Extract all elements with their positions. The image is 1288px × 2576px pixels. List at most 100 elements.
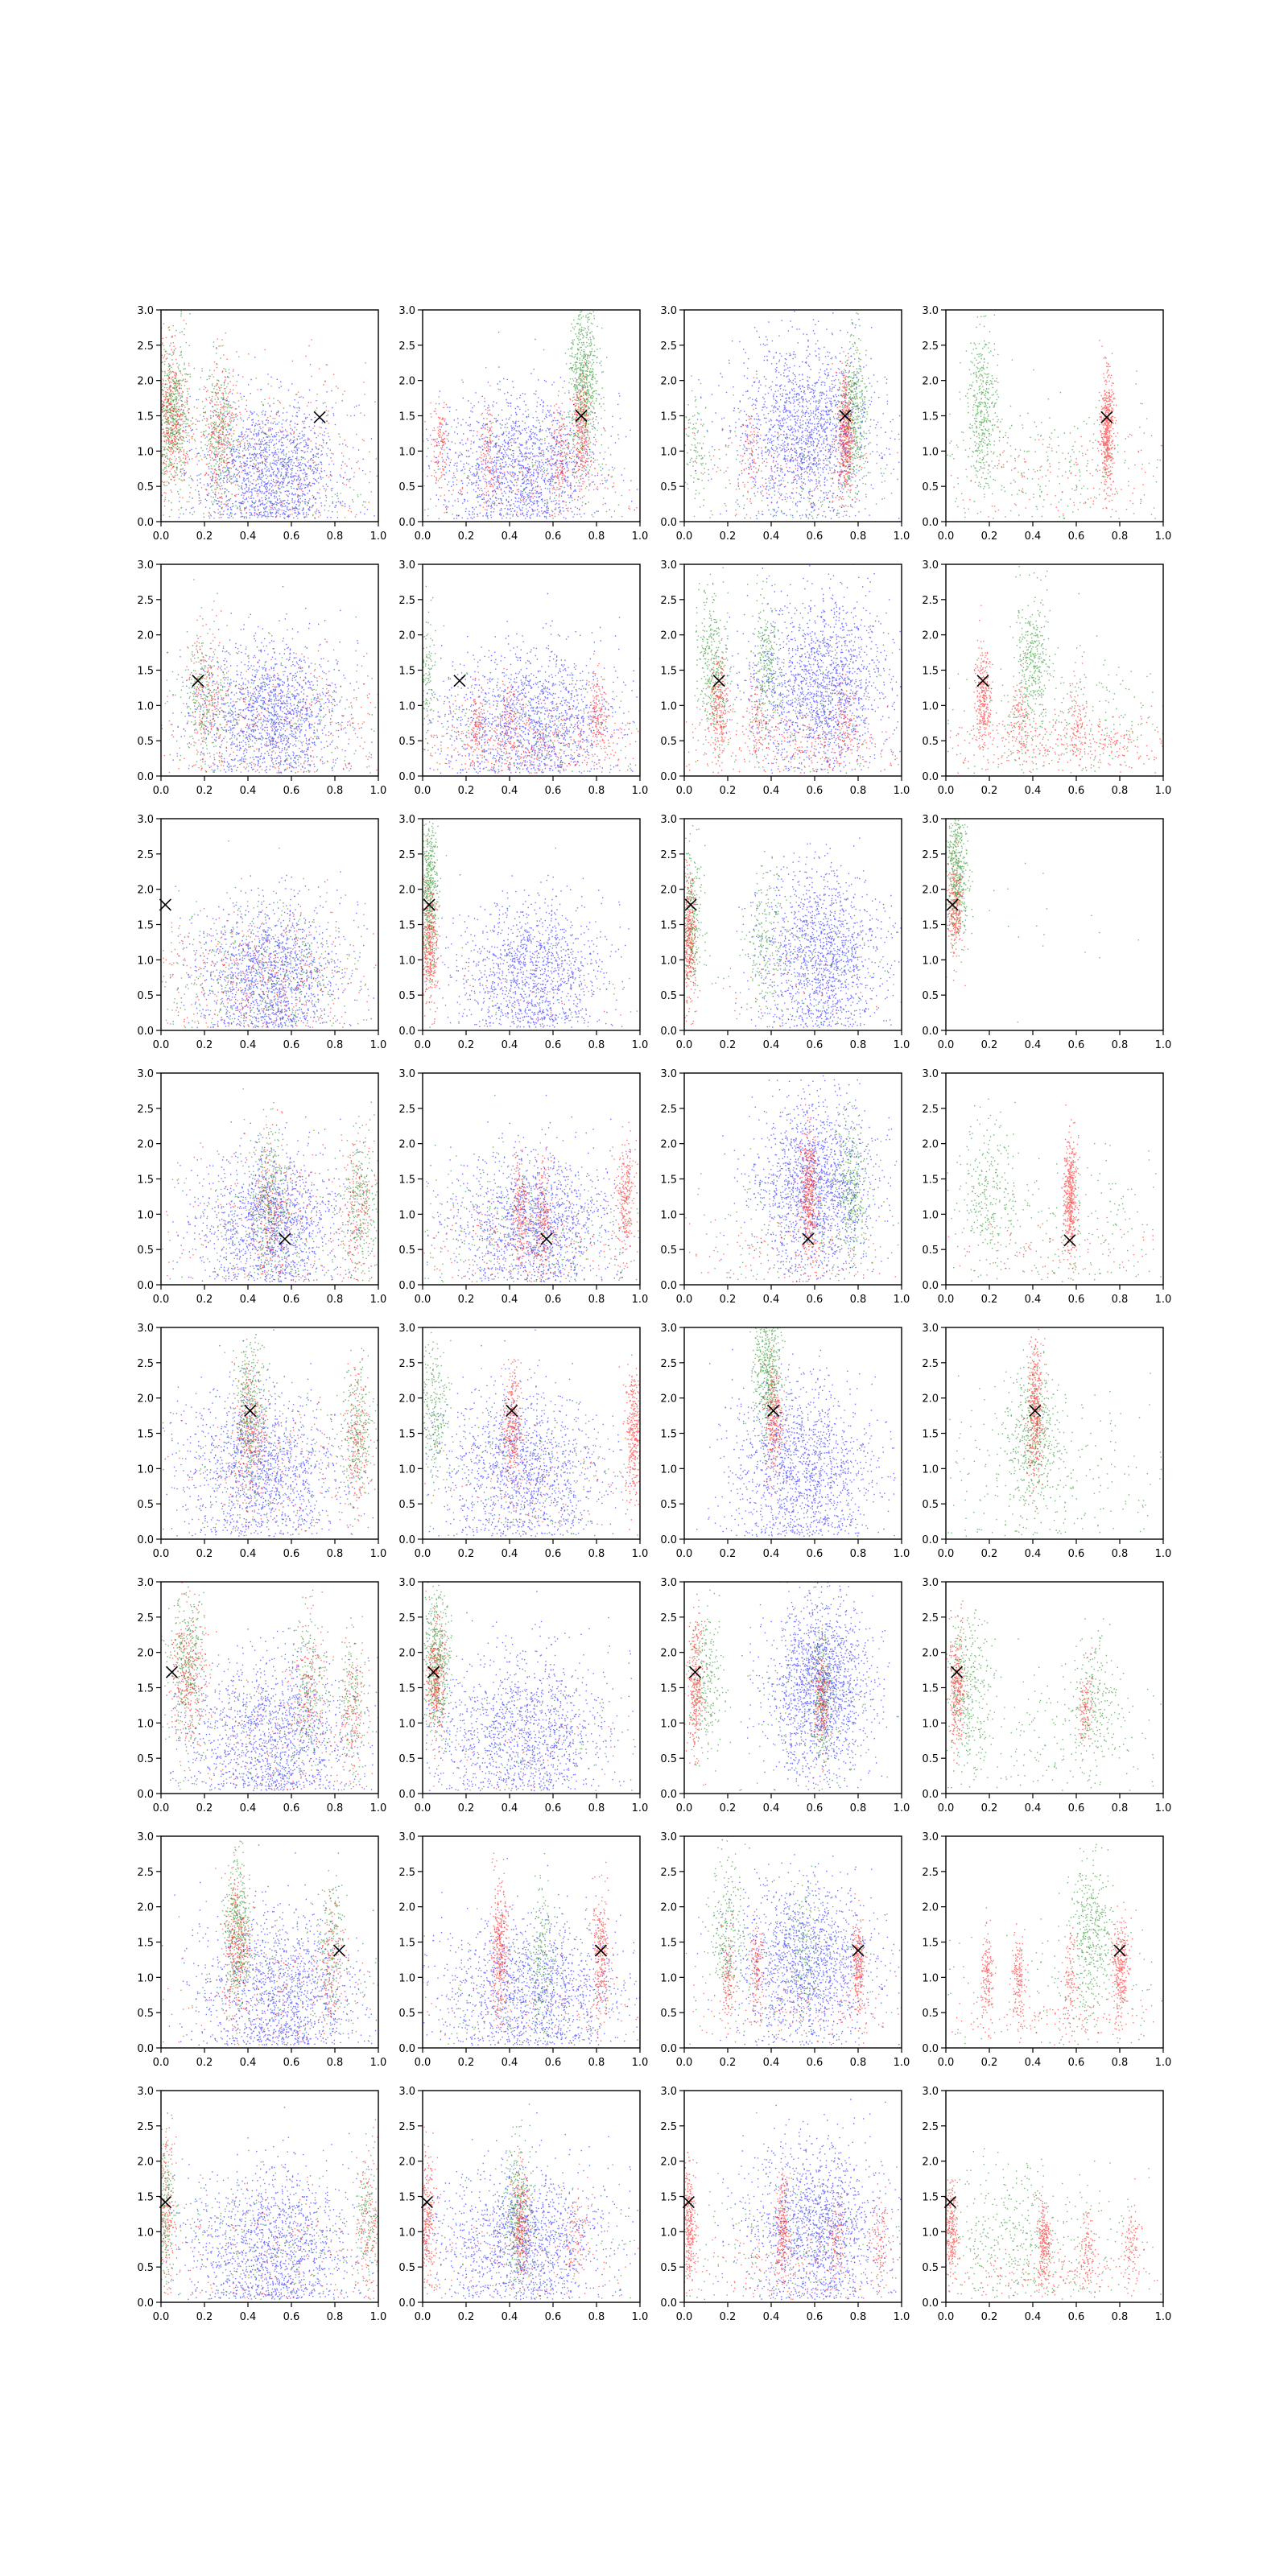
y-tick-label: 2.0 (922, 1393, 939, 1406)
y-tick-label: 1.5 (137, 666, 154, 678)
y-tick-label: 0.0 (137, 517, 154, 529)
x-tick-label: 0.0 (938, 1548, 955, 1560)
subplot-r0-c2: 0.0 0.2 0.4 0.6 0.8 1.00.00.51.01.52.02.53.0 (618, 270, 959, 543)
axes-frame (946, 1836, 1163, 2048)
x-tick-label: 0.4 (763, 1802, 780, 1814)
points (82, 2107, 441, 2300)
axes-frame (946, 310, 1163, 522)
subplot-r7-c1: 0.0 0.2 0.4 0.6 0.8 1.00.00.51.01.52.02.53.0 (345, 2086, 688, 2323)
x-tick-label: 0.8 (850, 1294, 867, 1306)
y-tick-label: 1.0 (137, 446, 154, 458)
x-tick-label: 0.8 (588, 785, 605, 797)
x-tick-label: 0.6 (283, 530, 300, 543)
x-tick-label: 0.0 (153, 530, 170, 543)
x-tick-label: 0.4 (1025, 1294, 1042, 1306)
x-tick-label: 0.2 (196, 2311, 213, 2323)
x-tick-label: 0.6 (1068, 785, 1085, 797)
axes-frame (684, 310, 902, 522)
x-marker (314, 411, 325, 423)
y-tick-label: 1.0 (922, 1209, 939, 1221)
x-tick-label: 0.2 (458, 530, 475, 543)
y-tick-label: 2.0 (660, 1393, 677, 1406)
x-tick-label: 0.4 (502, 530, 518, 543)
y-tick-label: 0.0 (398, 1534, 415, 1546)
x-tick-label: 0.2 (458, 1294, 475, 1306)
x-tick-label: 1.0 (1155, 1548, 1172, 1560)
y-tick-label: 1.5 (137, 1174, 154, 1187)
x-tick-label: 0.0 (415, 2057, 431, 2069)
x-tick-label: 0.4 (763, 785, 780, 797)
axes-frame (946, 1327, 1163, 1539)
subplot-r1-c0: 0.0 0.2 0.4 0.6 0.8 1.00.00.51.01.52.02.53.0 (101, 559, 561, 797)
y-tick-label: 2.5 (398, 849, 415, 861)
y-tick-label: 1.5 (660, 1174, 677, 1187)
x-tick-label: 0.2 (458, 2311, 475, 2323)
x-tick-label: 0.8 (588, 1548, 605, 1560)
red-points (421, 1591, 686, 1791)
x-tick-label: 0.4 (502, 2057, 518, 2069)
x-tick-label: 0.2 (981, 1548, 998, 1560)
y-tick-label: 2.5 (660, 1104, 677, 1116)
x-tick-label: 1.0 (894, 1802, 910, 1814)
y-tick-label: 2.0 (660, 630, 677, 642)
blue-points (172, 871, 403, 1028)
x-tick-label: 1.0 (370, 1802, 387, 1814)
x-tick-label: 0.4 (763, 2057, 780, 2069)
x-tick-label: 0.2 (458, 1548, 475, 1560)
x-tick-label: 0.4 (763, 1548, 780, 1560)
x-marker (454, 675, 465, 687)
x-tick-label: 0.4 (240, 1039, 257, 1051)
subplot-r2-c1: 0.0 0.2 0.4 0.6 0.8 1.00.00.51.01.52.02.53.0 (374, 763, 695, 1051)
y-tick-label: 2.5 (922, 1358, 939, 1370)
y-tick-label: 2.0 (398, 1393, 415, 1406)
x-tick-label: 0.6 (545, 1039, 562, 1051)
red-points (666, 838, 877, 1026)
x-tick-label: 0.8 (1112, 1039, 1129, 1051)
y-tick-label: 2.0 (660, 1902, 677, 1914)
x-tick-label: 1.0 (632, 785, 649, 797)
x-tick-label: 0.8 (850, 1039, 867, 1051)
y-tick-label: 2.0 (660, 1139, 677, 1151)
y-tick-label: 2.0 (137, 1393, 154, 1406)
x-tick-label: 0.0 (153, 785, 170, 797)
green-points (102, 1088, 448, 1282)
x-tick-label: 1.0 (894, 2057, 910, 2069)
y-tick-label: 0.0 (660, 2043, 677, 2055)
x-marker (690, 1666, 701, 1678)
blue-points (735, 813, 915, 1028)
y-tick-label: 0.5 (660, 1753, 677, 1765)
y-tick-label: 1.5 (660, 411, 677, 423)
x-tick-label: 0.8 (327, 2057, 344, 2069)
green-points (382, 1526, 680, 1791)
y-tick-label: 2.5 (137, 1104, 154, 1116)
x-tick-label: 1.0 (1155, 2311, 1172, 2323)
y-tick-label: 1.5 (137, 2192, 154, 2204)
x-tick-label: 0.6 (545, 530, 562, 543)
y-tick-label: 0.5 (922, 1753, 939, 1765)
y-tick-label: 0.5 (137, 2262, 154, 2274)
y-tick-label: 1.5 (922, 1429, 939, 1441)
y-tick-label: 0.5 (398, 2008, 415, 2020)
y-tick-label: 1.5 (137, 920, 154, 932)
y-tick-label: 1.0 (398, 1972, 415, 1984)
blue-points (162, 1844, 411, 2046)
y-tick-label: 0.5 (922, 481, 939, 493)
x-tick-label: 0.2 (981, 2057, 998, 2069)
y-tick-label: 2.0 (398, 376, 415, 388)
x-tick-label: 1.0 (632, 2311, 649, 2323)
y-tick-label: 1.5 (660, 1429, 677, 1441)
red-points (906, 1902, 1217, 2046)
axes-frame (423, 1582, 640, 1794)
subplot-r1-c3: 0.0 0.2 0.4 0.6 0.8 1.00.00.51.01.52.02.53.0 (873, 559, 1288, 798)
x-tick-label: 1.0 (1155, 785, 1172, 797)
x-tick-label: 0.0 (676, 1548, 693, 1560)
green-points (366, 252, 812, 518)
x-tick-label: 0.6 (807, 2311, 824, 2323)
x-tick-label: 0.0 (676, 530, 693, 543)
y-tick-label: 2.5 (137, 341, 154, 353)
x-tick-label: 0.4 (240, 1548, 257, 1560)
y-tick-label: 1.0 (922, 1972, 939, 1984)
axes-frame (161, 1582, 378, 1794)
y-tick-label: 0.0 (137, 2297, 154, 2310)
y-tick-label: 3.0 (922, 814, 939, 826)
